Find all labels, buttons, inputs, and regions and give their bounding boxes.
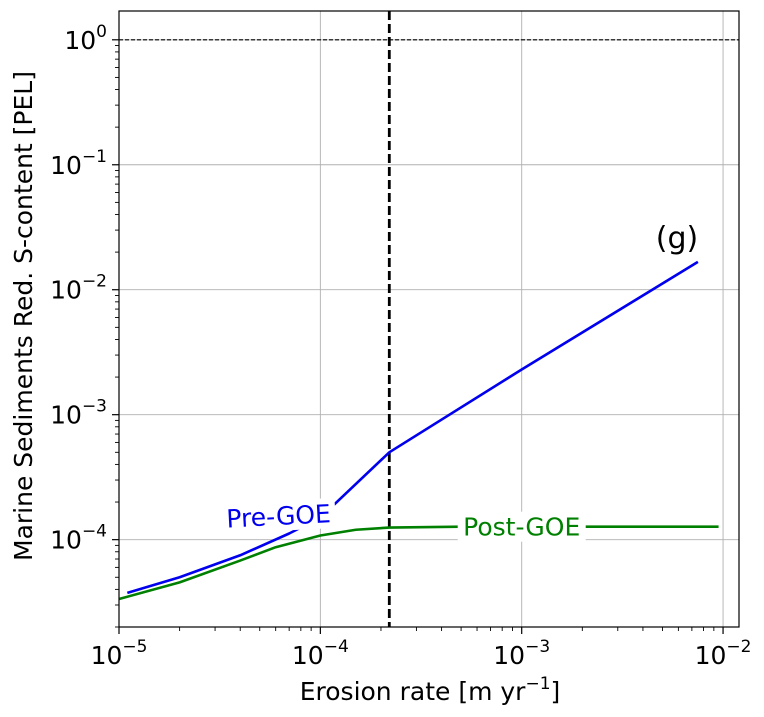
series-label-bg — [457, 511, 586, 542]
grid — [118, 11, 739, 627]
series-label-post-goe: Post-GOE — [457, 511, 586, 542]
panel-tag: (g) — [656, 221, 698, 256]
reference-lines — [119, 11, 739, 627]
y-tick-label-0: 10−4 — [50, 522, 107, 555]
y-tick-label-3: 10−1 — [50, 147, 107, 180]
x-tick-label-2: 10−3 — [493, 637, 550, 670]
series-line-post-goe — [118, 525, 719, 601]
x-axis-label: Erosion rate [m yr−1] — [300, 674, 561, 706]
y-tick-label-2: 10−2 — [50, 272, 107, 305]
series-line-pre-goe — [126, 260, 699, 595]
series-labels: Pre-GOE Post-GOE — [221, 497, 586, 542]
series-lines — [118, 260, 719, 601]
x-tick-label-1: 10−4 — [292, 637, 349, 670]
series-label-text: Post-GOE — [463, 513, 580, 542]
series-label-pre-goe: Pre-GOE — [221, 497, 337, 534]
x-tick-label-0: 10−5 — [91, 637, 148, 670]
series-label-text: Pre-GOE — [226, 499, 332, 533]
plot-frame — [118, 10, 740, 628]
axis-ticks: 10−5 10−4 10−3 10−2 10−4 10−3 10−2 10−1 100 — [50, 22, 751, 670]
y-axis-label: Marine Sediments Red. S-content [PEL] — [9, 71, 38, 561]
series-label-bg — [221, 497, 337, 534]
y-tick-label-4: 100 — [64, 22, 107, 55]
x-tick-label-3: 10−2 — [695, 637, 752, 670]
y-tick-label-1: 10−3 — [50, 397, 107, 430]
